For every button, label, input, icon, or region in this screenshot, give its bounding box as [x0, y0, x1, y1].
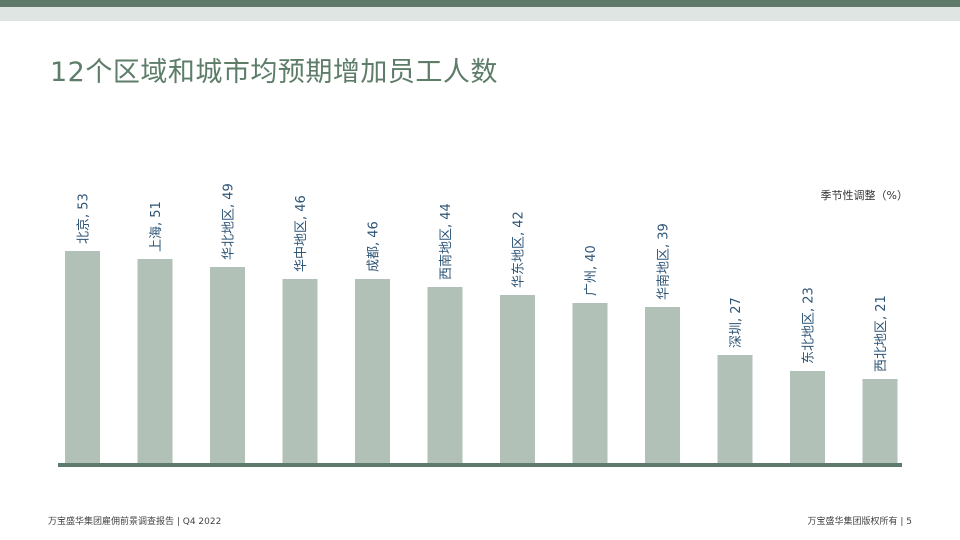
bar-5 [355, 279, 390, 463]
data-label-10: 深圳, 27 [729, 297, 744, 348]
bar-9 [645, 307, 680, 463]
bar-12 [862, 379, 898, 463]
bar-6 [427, 287, 463, 463]
data-label-4: 华中地区, 46 [294, 195, 309, 272]
bar-8 [572, 303, 608, 463]
footer-copyright-page: 万宝盛华集团版权所有 | 5 [807, 517, 912, 527]
data-label-8: 广州, 40 [584, 245, 599, 296]
bar-11 [790, 371, 825, 463]
top-accent-band [0, 0, 960, 7]
bar-3 [210, 267, 245, 463]
bar-7 [500, 295, 535, 463]
data-label-1: 北京, 53 [77, 193, 92, 244]
top-light-band [0, 7, 960, 21]
data-label-9: 华南地区, 39 [656, 223, 672, 300]
bar-10 [717, 355, 753, 463]
bar-1 [65, 251, 100, 463]
data-label-3: 华北地区, 49 [222, 183, 237, 260]
data-label-12: 西北地区, 21 [874, 295, 889, 372]
data-label-6: 西南地区, 44 [438, 203, 454, 280]
data-label-2: 上海, 51 [149, 201, 164, 252]
bar-4 [282, 279, 318, 463]
unit-note: 季节性调整（%） [820, 189, 908, 202]
footer-report-name: 万宝盛华集团雇佣前景调查报告 | Q4 2022 [48, 517, 222, 527]
data-label-7: 华东地区, 42 [512, 211, 527, 288]
bar-2 [137, 259, 173, 463]
data-label-11: 东北地区, 23 [802, 287, 817, 364]
page-title: 12个区域和城市均预期增加员工人数 [50, 57, 498, 88]
data-label-5: 成都, 46 [367, 221, 382, 272]
x-axis-baseline [58, 463, 902, 467]
